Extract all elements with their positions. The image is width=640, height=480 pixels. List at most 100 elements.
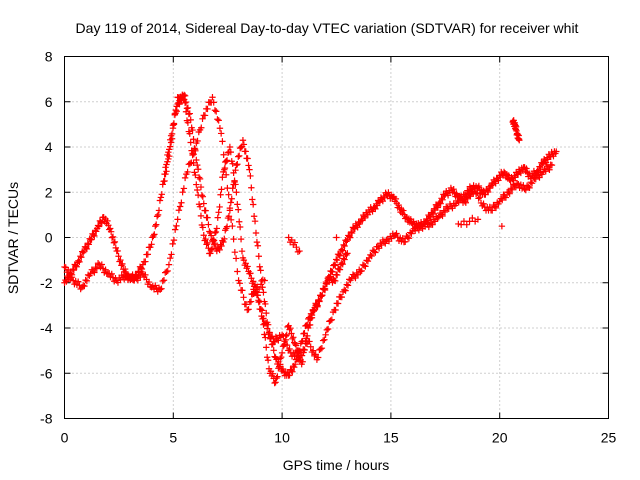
data-point	[82, 244, 90, 252]
data-point	[193, 156, 200, 164]
data-point	[286, 372, 293, 379]
data-point	[147, 243, 154, 251]
data-point	[117, 256, 124, 264]
data-point	[163, 268, 170, 275]
data-point	[404, 233, 411, 241]
data-point	[399, 235, 406, 242]
data-point	[352, 274, 359, 282]
data-point	[110, 239, 118, 246]
data-point	[223, 157, 231, 164]
data-point	[83, 277, 91, 285]
data-point	[227, 148, 235, 156]
data-point	[236, 152, 243, 159]
data-point	[455, 199, 462, 206]
data-point	[260, 289, 267, 296]
data-point	[454, 197, 461, 205]
data-point	[340, 241, 347, 249]
data-point	[361, 214, 369, 222]
data-point	[79, 282, 87, 289]
data-point	[327, 317, 334, 324]
data-point	[217, 191, 224, 198]
data-point	[271, 379, 278, 387]
data-point	[294, 248, 302, 256]
data-point	[362, 263, 369, 270]
data-point	[167, 139, 175, 146]
data-point	[289, 335, 296, 342]
data-point	[134, 277, 142, 284]
data-point	[318, 344, 326, 352]
data-point	[247, 270, 254, 277]
data-point	[542, 159, 550, 166]
data-point	[331, 261, 338, 268]
data-point	[462, 199, 470, 206]
data-point	[81, 282, 88, 290]
data-point	[208, 245, 216, 253]
data-point	[289, 368, 296, 375]
data-point	[344, 282, 352, 289]
y-tick-label: -6	[40, 365, 53, 381]
data-point	[201, 112, 209, 119]
data-point	[341, 286, 348, 294]
data-point	[165, 148, 172, 156]
data-point	[292, 342, 300, 349]
data-point	[422, 218, 429, 225]
data-point	[229, 160, 236, 167]
data-point	[109, 233, 117, 240]
data-point	[75, 257, 82, 264]
data-point	[258, 312, 265, 320]
data-point	[242, 301, 250, 308]
data-point	[220, 151, 227, 158]
data-point	[463, 221, 470, 228]
data-point	[308, 348, 316, 356]
data-point	[295, 352, 303, 359]
data-point	[189, 126, 196, 134]
data-point	[180, 96, 188, 103]
data-point	[277, 353, 285, 361]
data-point	[227, 216, 235, 223]
data-point	[65, 266, 72, 274]
data-point	[291, 239, 299, 246]
data-point	[316, 297, 323, 305]
data-point	[492, 204, 500, 212]
data-point	[171, 110, 179, 118]
data-point	[364, 257, 372, 265]
data-point	[191, 146, 199, 153]
data-point	[162, 164, 169, 171]
data-point	[78, 254, 85, 261]
data-point	[94, 260, 102, 267]
data-point	[253, 238, 261, 246]
data-point	[73, 263, 80, 270]
data-point	[85, 241, 92, 248]
data-point	[153, 221, 160, 228]
data-point	[260, 321, 267, 328]
data-point	[546, 166, 553, 173]
data-point	[466, 218, 473, 225]
data-point	[339, 247, 346, 254]
data-point	[94, 222, 102, 229]
data-point	[194, 186, 201, 194]
data-point	[216, 125, 224, 132]
data-point	[240, 294, 247, 301]
data-point	[360, 262, 368, 269]
data-point	[415, 226, 423, 234]
data-point	[173, 222, 180, 230]
data-point	[429, 221, 436, 228]
data-point	[382, 240, 389, 247]
x-tick-label: 20	[492, 430, 508, 446]
data-point	[375, 199, 383, 206]
data-point	[163, 161, 170, 168]
data-point	[194, 191, 202, 199]
data-point	[155, 207, 163, 214]
series-track-b	[61, 94, 556, 363]
data-point	[219, 174, 226, 181]
data-point	[347, 228, 355, 236]
data-point	[118, 262, 125, 269]
data-point	[208, 246, 215, 253]
data-point	[211, 229, 219, 237]
data-point	[137, 264, 145, 272]
data-point	[338, 293, 345, 301]
data-point	[166, 152, 173, 160]
data-point	[170, 121, 178, 128]
data-point	[91, 232, 98, 240]
data-point	[310, 307, 318, 314]
